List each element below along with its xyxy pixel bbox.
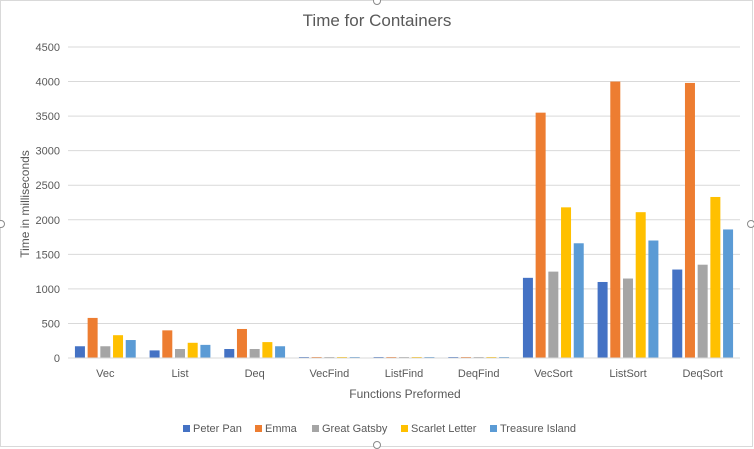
- x-tick-label: DeqSort: [682, 368, 722, 380]
- legend-label: Emma: [265, 423, 298, 435]
- legend-swatch: [401, 425, 408, 432]
- y-tick-label: 3500: [36, 111, 60, 123]
- bar: [635, 212, 646, 358]
- y-tick-label: 0: [54, 353, 60, 365]
- bar: [236, 328, 247, 358]
- chart-title: Time for Containers: [303, 11, 452, 30]
- x-tick-label: DeqFind: [458, 368, 500, 380]
- bar: [200, 344, 211, 358]
- bar: [548, 271, 559, 358]
- x-axis-title: Functions Preformed: [349, 387, 460, 401]
- legend-label: Scarlet Letter: [411, 423, 477, 435]
- x-axis-ticks: Vec List Deq VecFind ListFind DeqFind VecSort L…: [96, 368, 723, 380]
- bar: [187, 342, 198, 358]
- bar: [522, 277, 533, 358]
- gridlines: [68, 46, 740, 324]
- y-tick-label: 3000: [36, 146, 60, 158]
- bar: [100, 346, 111, 358]
- y-tick-label: 4000: [36, 77, 60, 89]
- x-tick-label: ListSort: [609, 368, 646, 380]
- bar: [262, 342, 273, 358]
- bar: [175, 349, 185, 358]
- bar: [723, 229, 734, 358]
- bar: [710, 196, 721, 358]
- legend: Peter Pan Emma Great Gatsby Scarlet Letter T…: [183, 423, 576, 435]
- y-tick-label: 1500: [36, 249, 60, 261]
- bar: [149, 350, 160, 358]
- y-tick-label: 2500: [36, 180, 60, 192]
- bars: [74, 81, 734, 359]
- bar: [74, 346, 85, 358]
- legend-label: Great Gatsby: [322, 423, 388, 435]
- legend-swatch: [312, 425, 319, 432]
- legend-swatch: [255, 425, 262, 432]
- bar: [275, 346, 286, 358]
- bar: [561, 207, 572, 358]
- x-tick-label: VecFind: [309, 368, 349, 380]
- bar: [87, 317, 98, 358]
- bar: [249, 349, 260, 358]
- x-tick-label: VecSort: [534, 368, 573, 380]
- y-tick-label: 4500: [36, 42, 60, 54]
- y-axis-ticks: 0 500 1000 1500 2000 2500 3000 3500 4000 4500: [36, 42, 60, 365]
- resize-handle-right[interactable]: [747, 220, 754, 228]
- bar: [113, 335, 124, 358]
- bar: [697, 264, 708, 358]
- bar: [162, 330, 173, 358]
- legend-label: Treasure Island: [500, 423, 576, 435]
- bar: [610, 81, 621, 359]
- bar: [648, 240, 659, 358]
- bar: [672, 269, 683, 358]
- y-tick-label: 500: [42, 318, 60, 330]
- y-tick-label: 2000: [36, 215, 60, 227]
- bar: [597, 281, 608, 358]
- x-tick-label: List: [171, 368, 188, 380]
- legend-swatch: [490, 425, 497, 432]
- y-axis-title: Time in milliseconds: [18, 150, 32, 258]
- legend-label: Peter Pan: [193, 423, 242, 435]
- legend-swatch: [183, 425, 190, 432]
- bar: [684, 82, 695, 358]
- bar: [535, 112, 546, 359]
- bar: [224, 349, 235, 358]
- resize-handle-top[interactable]: [373, 0, 381, 5]
- resize-handle-left[interactable]: [0, 220, 5, 228]
- y-tick-label: 1000: [36, 284, 60, 296]
- x-tick-label: ListFind: [385, 368, 424, 380]
- x-tick-label: Vec: [96, 368, 115, 380]
- x-tick-label: Deq: [245, 368, 265, 380]
- bar: [125, 340, 136, 358]
- bar: [623, 278, 633, 358]
- bar: [573, 243, 584, 358]
